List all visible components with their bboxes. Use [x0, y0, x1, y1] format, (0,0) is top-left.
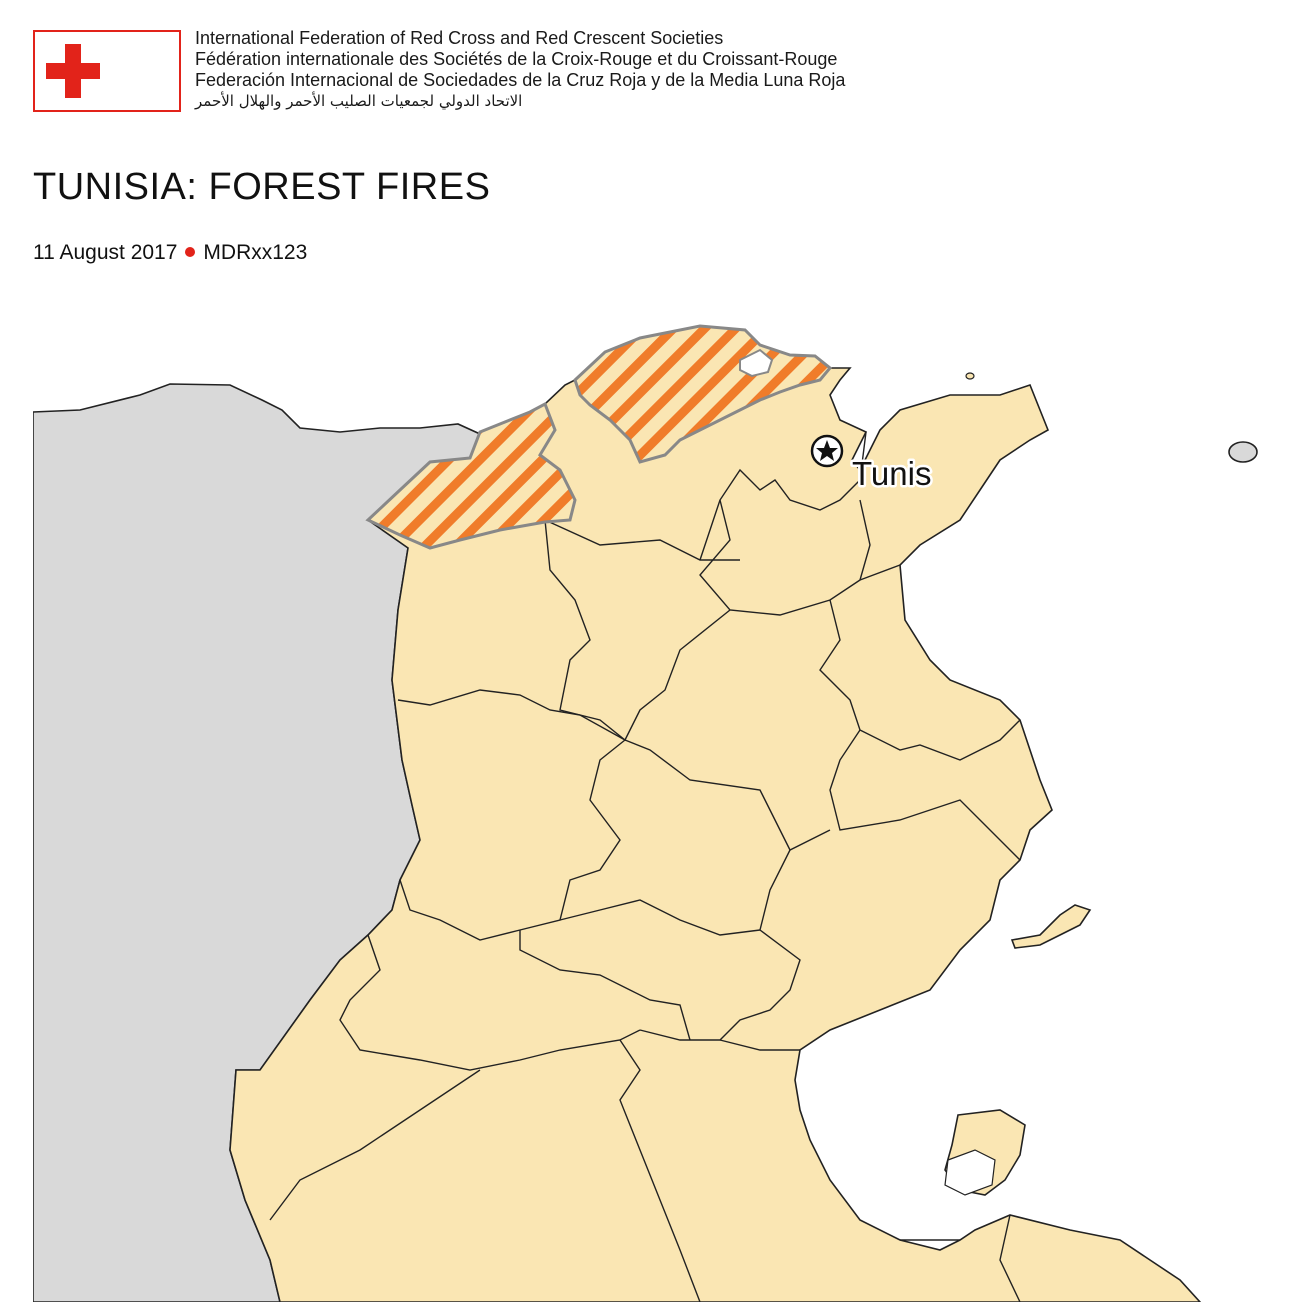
org-name-english: International Federation of Red Cross an… — [195, 28, 724, 48]
org-name-arabic: الاتحاد الدولي لجمعيات الصليب الأحمر وال… — [195, 92, 523, 110]
island-kerkennah — [1010, 904, 1092, 949]
ifrc-logo — [33, 30, 181, 112]
ifrc-emblem — [46, 44, 155, 98]
map-date: 11 August 2017 — [33, 241, 178, 264]
affected-area-jendouba[interactable] — [365, 401, 577, 550]
island-zembra — [1228, 441, 1258, 463]
appeal-code: MDRxx123 — [203, 241, 308, 264]
map-title: TUNISIA: FOREST FIRES — [33, 166, 491, 208]
governorate-boundaries — [269, 431, 1021, 1302]
org-name-spanish: Federación Internacional de Sociedades d… — [195, 70, 846, 90]
org-name-french: Fédération internationale des Sociétés d… — [195, 49, 838, 69]
city-label-tunis: Tunis — [852, 455, 931, 492]
header: International Federation of Red Cross an… — [33, 28, 1033, 120]
red-cross-icon — [46, 44, 100, 98]
organization-names: International Federation of Red Cross an… — [195, 28, 845, 112]
lake-bizerte — [739, 348, 774, 378]
lagoon — [944, 1149, 996, 1196]
capital-marker-tunis[interactable]: Tunis — [810, 434, 934, 495]
island-small — [965, 372, 975, 380]
map-subtitle: 11 August 2017 MDRxx123 — [33, 241, 307, 265]
capital-star-icon — [816, 440, 838, 461]
separator-dot-icon — [185, 247, 196, 258]
